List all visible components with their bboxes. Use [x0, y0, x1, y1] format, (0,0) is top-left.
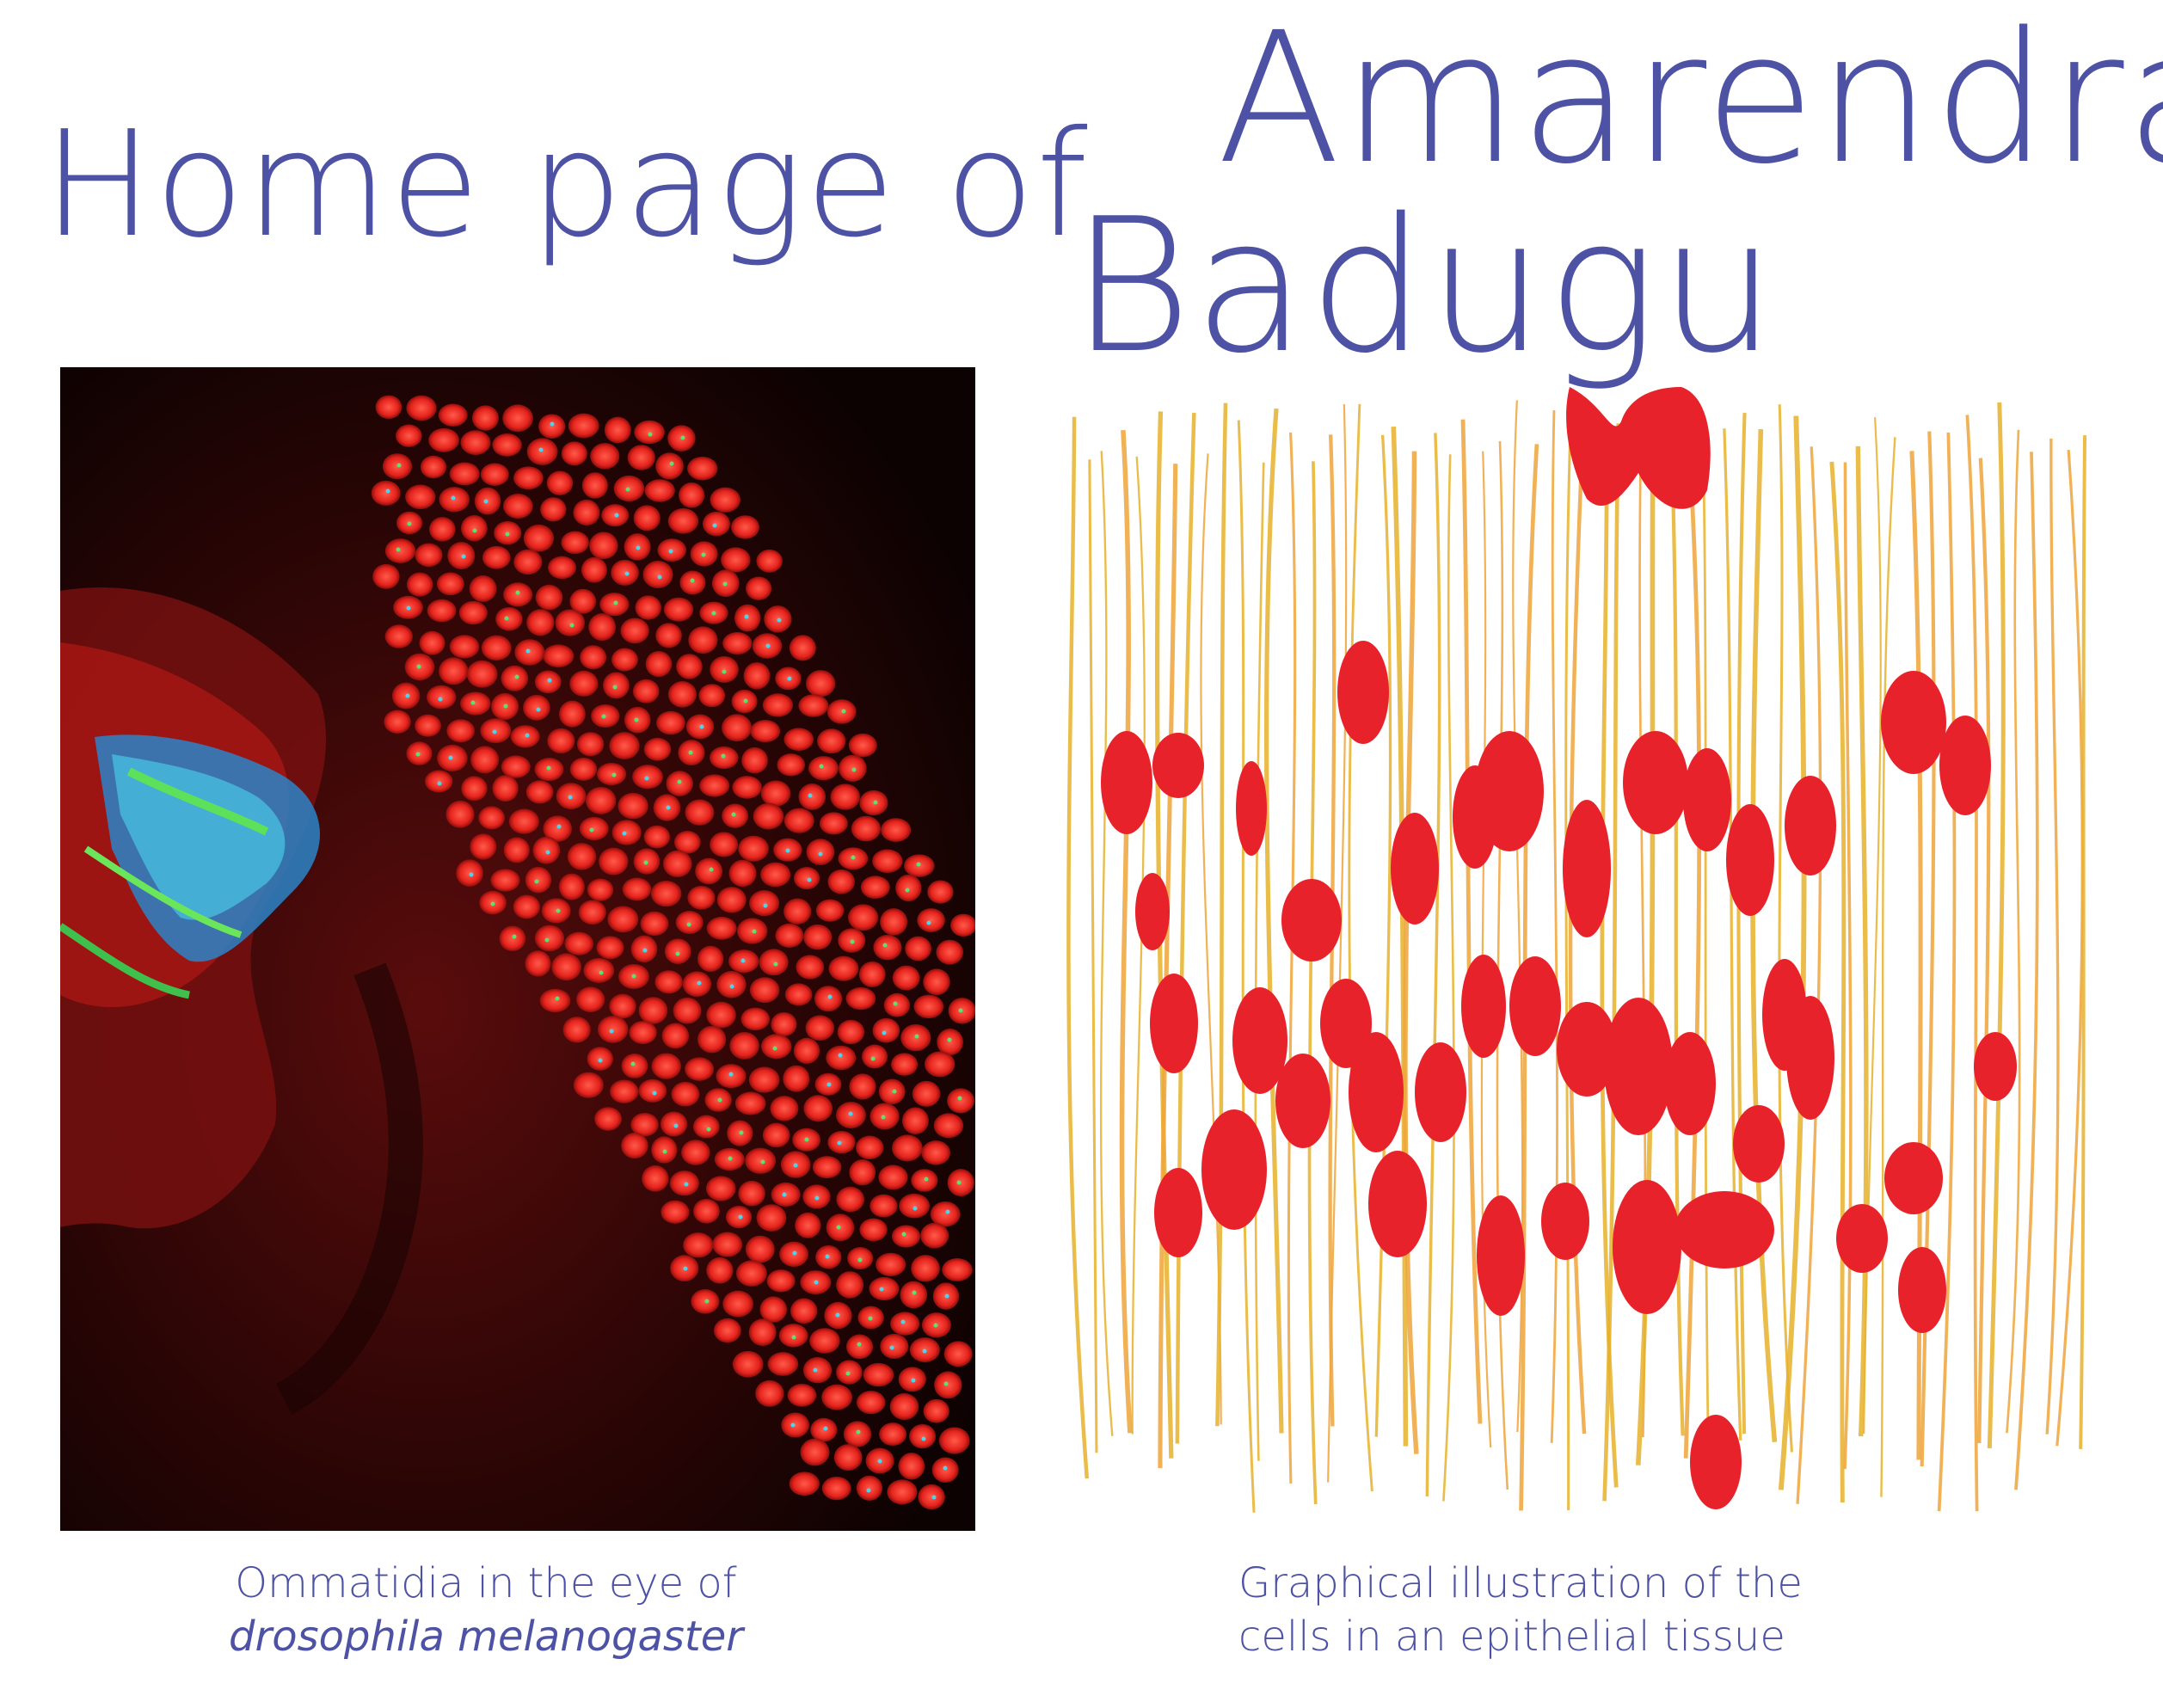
ommatidia-micrograph-image: [60, 367, 975, 1531]
epithelial-tissue-illustration: [1054, 387, 2116, 1527]
right-caption-line1: Graphical illustration of the: [1238, 1559, 1803, 1607]
owner-first-name: Amarendra: [1217, 0, 2163, 204]
owner-last-name: Badugu: [1071, 178, 1779, 394]
right-caption-line2: cells in an epithelial tissue: [1238, 1613, 1785, 1661]
ommatidia-micrograph: [60, 367, 975, 1531]
epithelial-tissue-image: [1066, 387, 2087, 1513]
left-figure-caption: Ommatidia in the eye of drosophila melan…: [129, 1557, 843, 1663]
page-title-prefix: Home page of: [43, 100, 1090, 270]
left-caption-line1: Ommatidia in the eye of: [235, 1559, 737, 1607]
right-figure-caption: Graphical illustration of the cells in a…: [1187, 1557, 1978, 1663]
left-caption-species: drosophila melanogaster: [229, 1613, 743, 1661]
